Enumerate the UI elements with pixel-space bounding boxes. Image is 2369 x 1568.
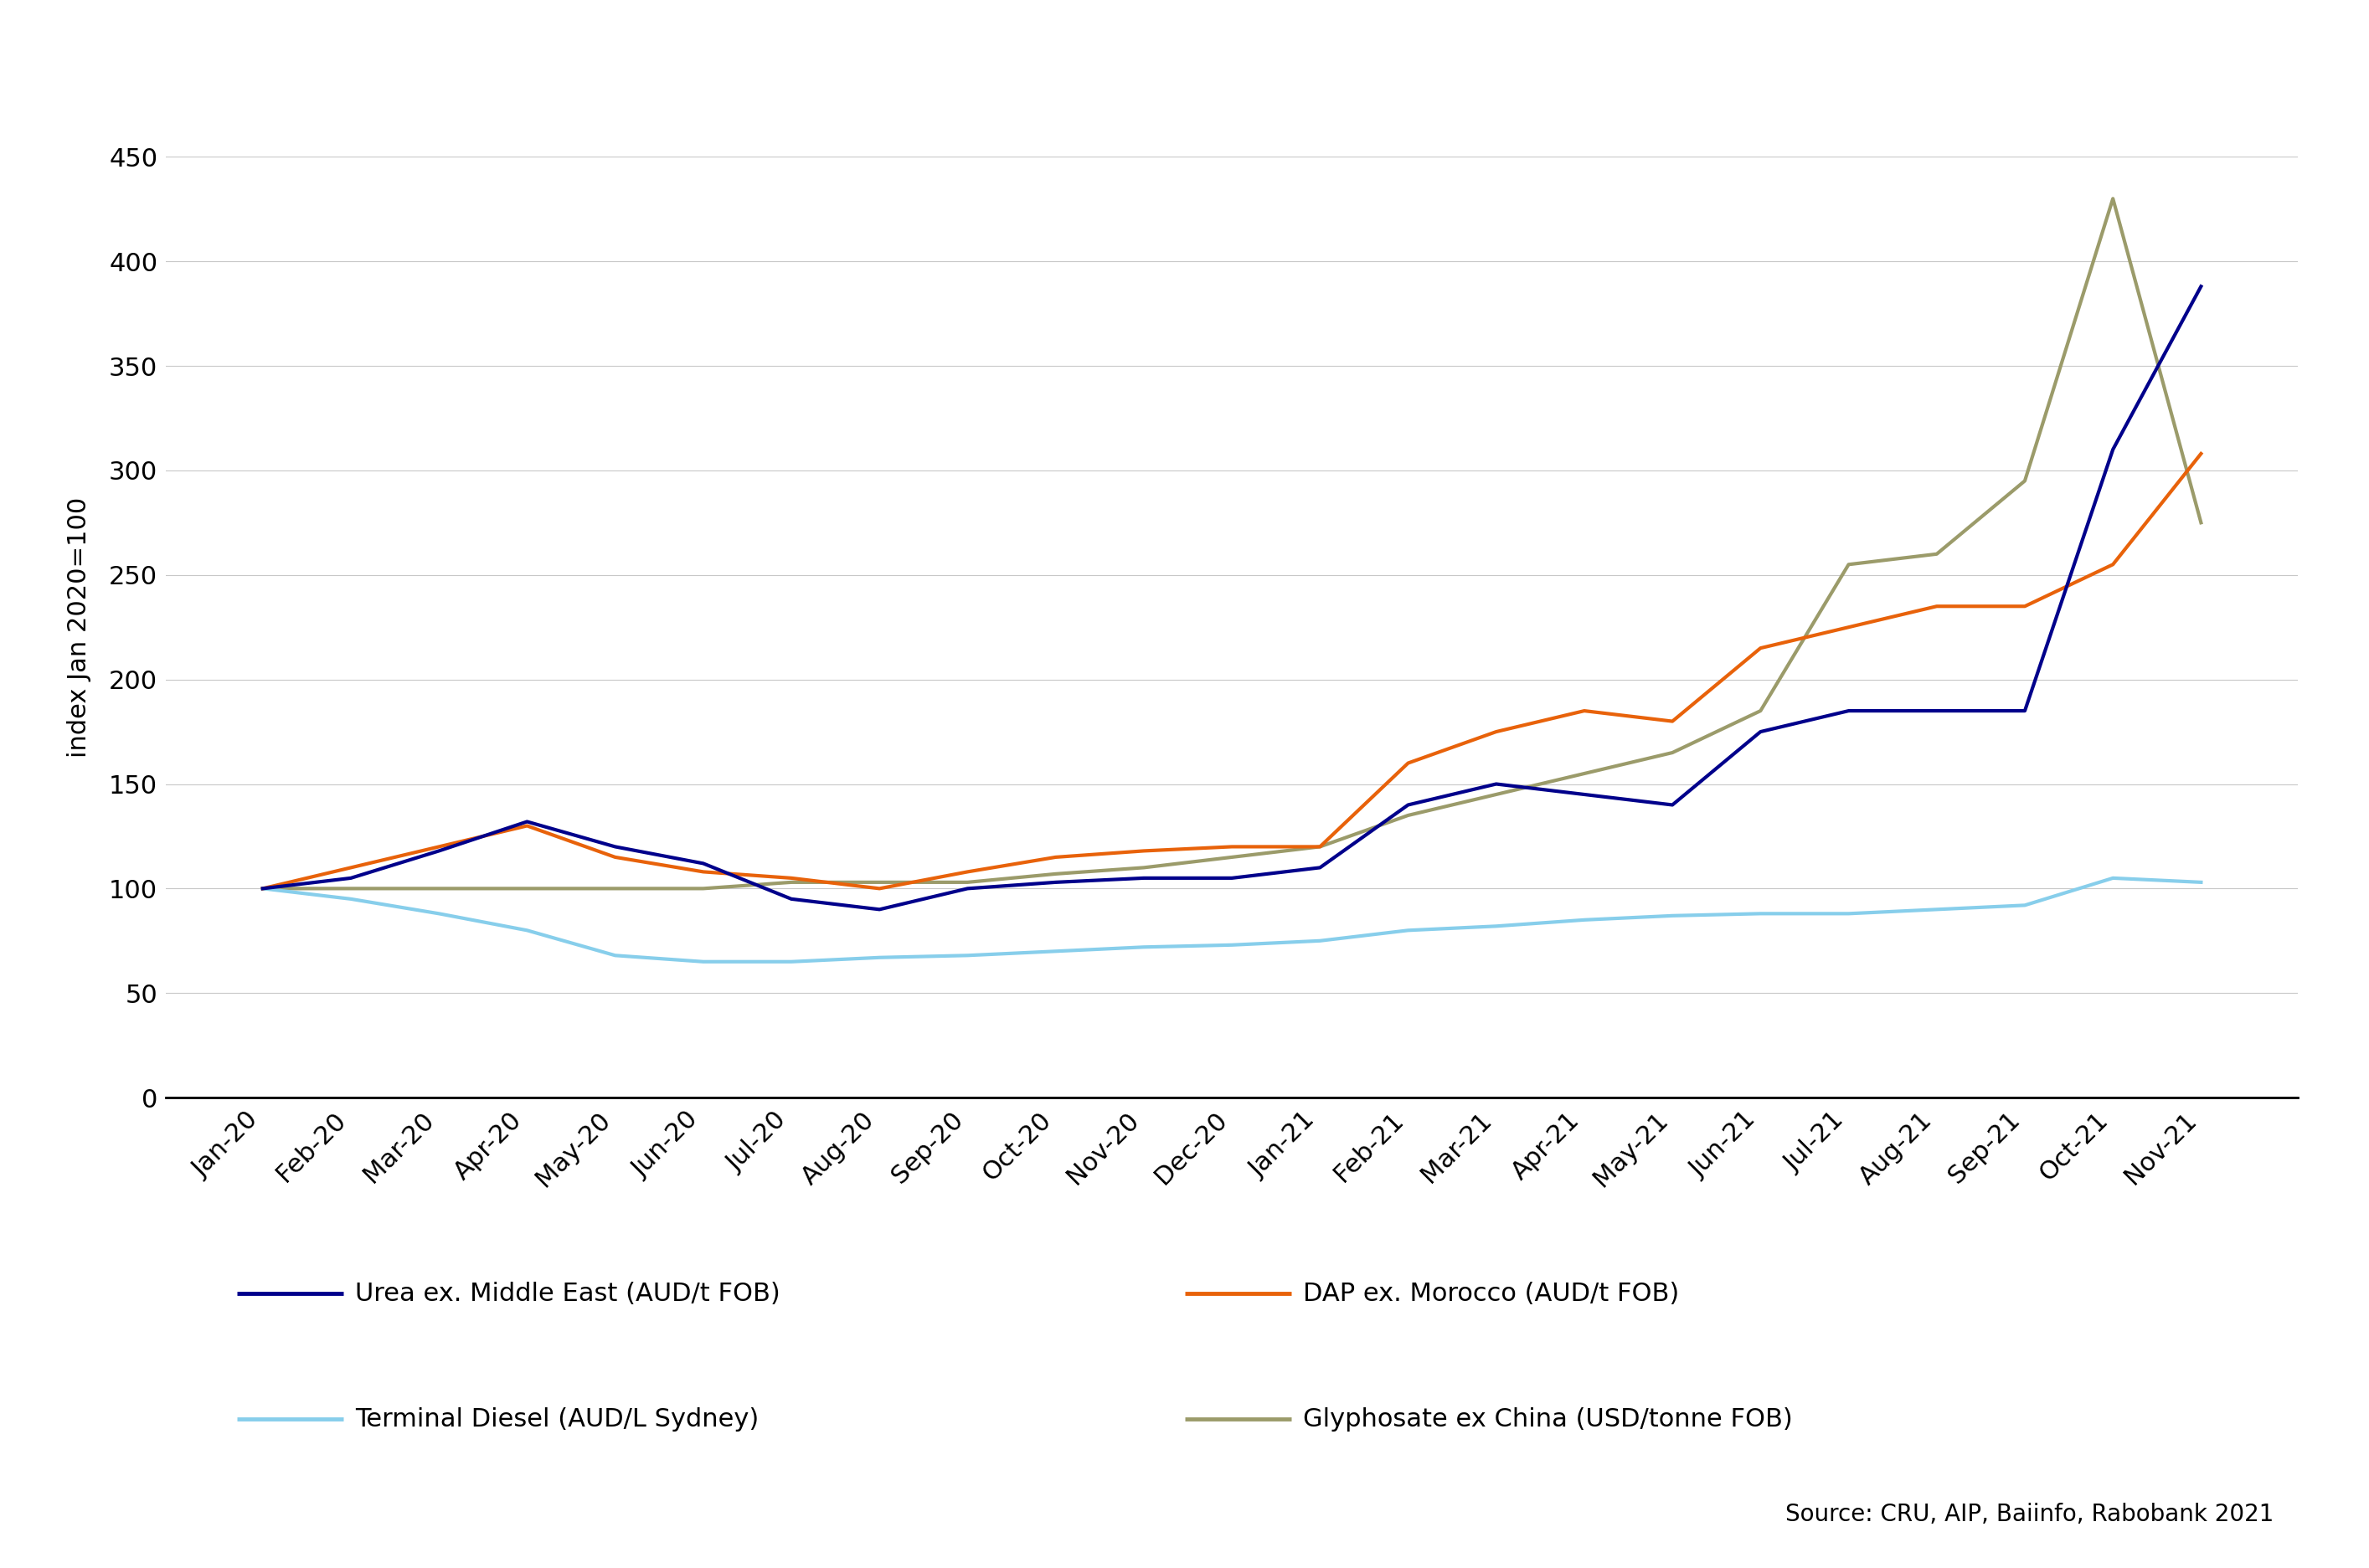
Text: Urea ex. Middle East (AUD/t FOB): Urea ex. Middle East (AUD/t FOB)	[355, 1281, 779, 1306]
Y-axis label: index Jan 2020=100: index Jan 2020=100	[66, 497, 92, 757]
Text: Glyphosate ex China (USD/tonne FOB): Glyphosate ex China (USD/tonne FOB)	[1303, 1406, 1793, 1432]
Text: Terminal Diesel (AUD/L Sydney): Terminal Diesel (AUD/L Sydney)	[355, 1406, 758, 1432]
Text: Source: CRU, AIP, Baiinfo, Rabobank 2021: Source: CRU, AIP, Baiinfo, Rabobank 2021	[1786, 1502, 2274, 1526]
Text: DAP ex. Morocco (AUD/t FOB): DAP ex. Morocco (AUD/t FOB)	[1303, 1281, 1680, 1306]
